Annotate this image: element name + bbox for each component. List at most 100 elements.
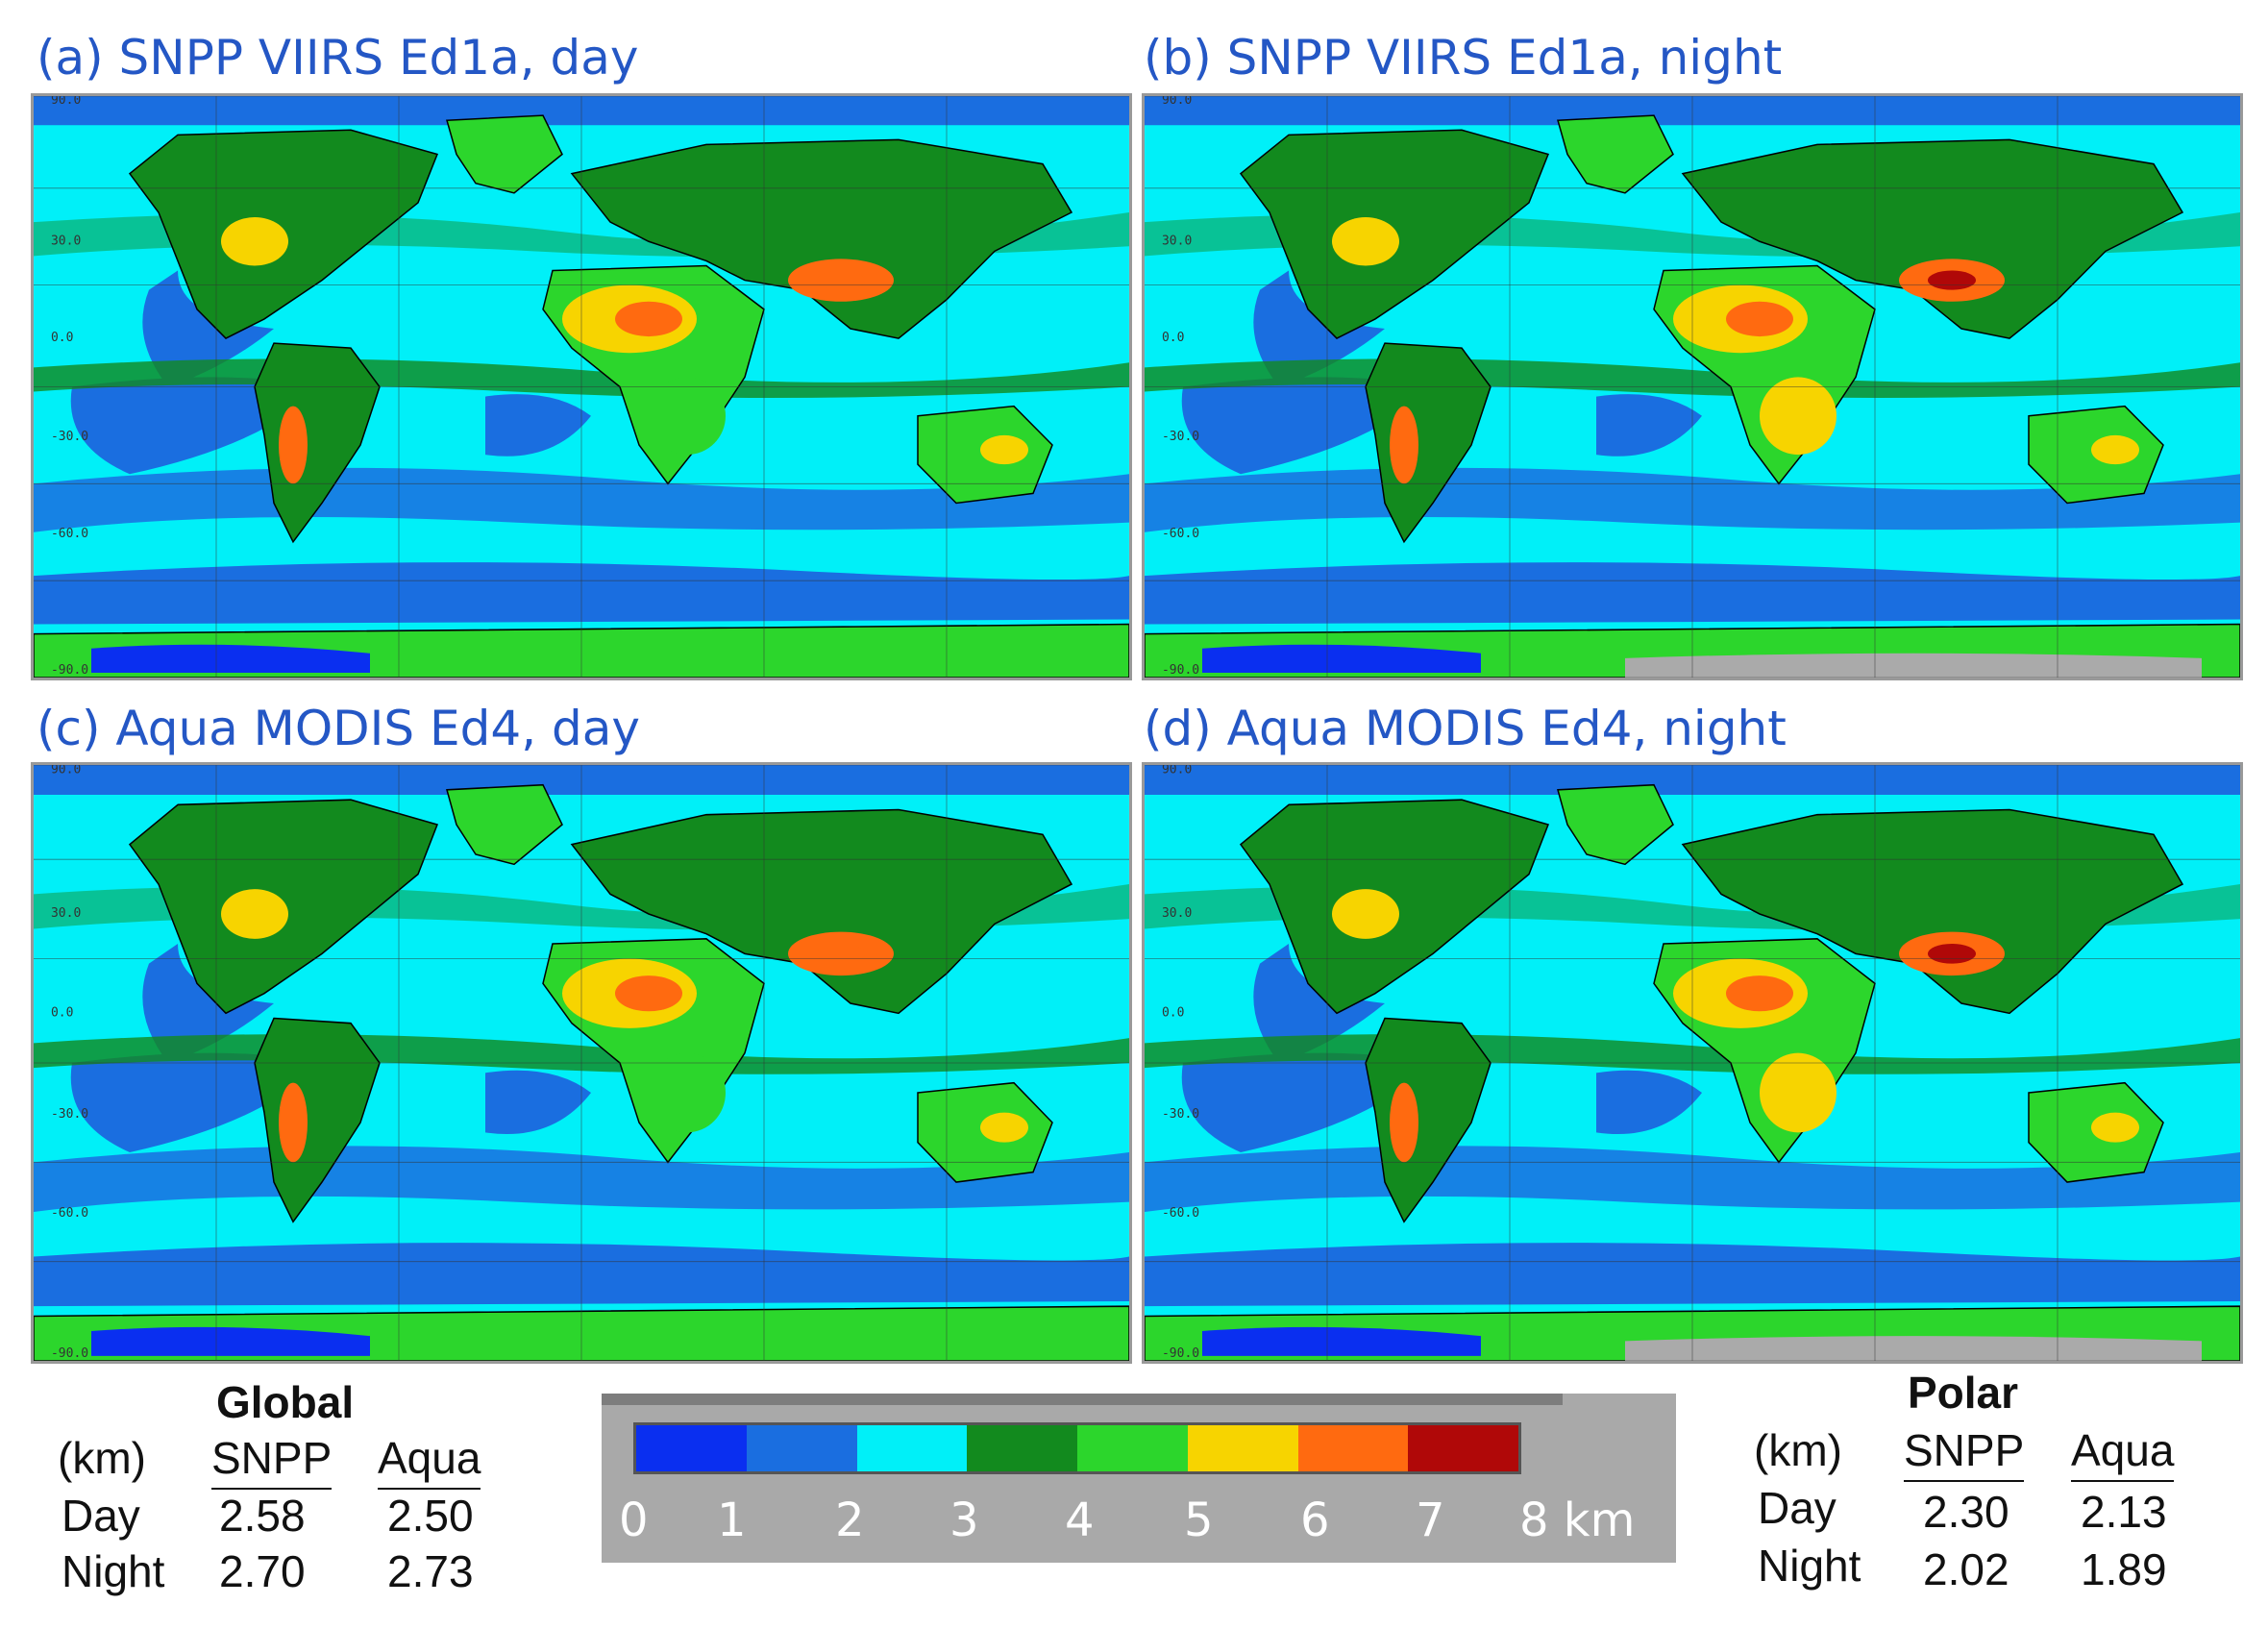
map-pacific-low-cloud-north bbox=[142, 270, 274, 387]
map-lat-label-4: -60.0 bbox=[51, 1206, 88, 1221]
polar-unit-label: (km) bbox=[1754, 1425, 1842, 1475]
map-lat-label-5: -90.0 bbox=[1162, 663, 1199, 678]
colorbar-swatch-3 bbox=[967, 1425, 1077, 1471]
map-greenland bbox=[446, 114, 563, 194]
map-lat-label-3: -30.0 bbox=[1162, 1107, 1199, 1122]
map-antarctic-low-cloud bbox=[91, 644, 370, 673]
map-lat-label-1: 30.0 bbox=[1162, 906, 1192, 921]
map-south-america bbox=[1365, 1017, 1491, 1223]
panel-d-title: (d) Aqua MODIS Ed4, night bbox=[1144, 701, 1787, 756]
map-panel-b: 90.0 30.0 0.0 -30.0 -60.0 -90.0 bbox=[1142, 93, 2243, 680]
global-row-day-label: Day bbox=[62, 1491, 140, 1541]
polar-table-title: Polar bbox=[1908, 1368, 2019, 1418]
map-sahara-peak bbox=[615, 975, 682, 1012]
map-australia-high bbox=[980, 1112, 1028, 1143]
colorbar-tick-3: 3 bbox=[949, 1493, 979, 1547]
polar-stats-table: Polar (km) SNPP Aqua Day 2.30 2.13 Night… bbox=[1754, 1365, 2254, 1605]
polar-night-aqua: 1.89 bbox=[2081, 1544, 2167, 1594]
map-greenland bbox=[1557, 114, 1674, 194]
panel-a-title: (a) SNPP VIIRS Ed1a, day bbox=[37, 30, 639, 86]
polar-row-day-label: Day bbox=[1758, 1483, 1837, 1533]
map-panel-a: 90.0 30.0 0.0 -30.0 -60.0 -90.0 bbox=[31, 93, 1132, 680]
colorbar-swatch-5 bbox=[1187, 1425, 1298, 1471]
colorbar-tick-0: 0 bbox=[619, 1493, 649, 1547]
panel-c-title: (c) Aqua MODIS Ed4, day bbox=[37, 701, 640, 756]
polar-day-aqua: 2.13 bbox=[2081, 1487, 2167, 1537]
map-andes-high bbox=[279, 406, 308, 484]
map-lat-label-2: 0.0 bbox=[1162, 1005, 1185, 1020]
map-antarctic-low-cloud bbox=[1202, 644, 1481, 673]
global-day-snpp: 2.58 bbox=[219, 1491, 306, 1541]
map-pacific-low-cloud-north bbox=[1253, 944, 1385, 1063]
colorbar-tick-8: 8 km bbox=[1519, 1493, 1636, 1547]
map-antarctic-low-cloud bbox=[1202, 1326, 1481, 1356]
colorbar-swatches bbox=[633, 1422, 1521, 1474]
map-australia-high bbox=[2091, 434, 2139, 465]
map-panel-d: 90.0 30.0 0.0 -30.0 -60.0 -90.0 bbox=[1142, 762, 2243, 1364]
global-day-aqua: 2.50 bbox=[387, 1491, 474, 1541]
map-lat-label-0: 90.0 bbox=[1162, 765, 1192, 777]
global-night-aqua: 2.73 bbox=[387, 1546, 474, 1596]
colorbar-tick-1: 1 bbox=[717, 1493, 747, 1547]
map-greenland bbox=[446, 783, 563, 866]
map-sahara-peak bbox=[615, 301, 682, 337]
map-pacific-low-cloud-north bbox=[1253, 270, 1385, 387]
map-south-america bbox=[254, 342, 381, 544]
global-night-snpp: 2.70 bbox=[219, 1546, 306, 1596]
colorbar-tick-7: 7 bbox=[1416, 1493, 1445, 1547]
map-rockies-high bbox=[221, 217, 288, 266]
map-atlantic-low-cloud bbox=[1596, 1070, 1702, 1135]
colorbar-swatch-1 bbox=[746, 1425, 857, 1471]
map-southern-africa bbox=[1760, 377, 1837, 456]
map-lat-label-0: 90.0 bbox=[51, 765, 81, 777]
map-lat-label-3: -30.0 bbox=[51, 1107, 88, 1122]
map-andes-high bbox=[1390, 406, 1418, 484]
colorbar-tick-2: 2 bbox=[835, 1493, 865, 1547]
map-lat-label-1: 30.0 bbox=[51, 234, 81, 248]
map-southern-africa bbox=[1760, 1052, 1837, 1133]
map-southern-africa bbox=[649, 377, 726, 456]
colorbar-tick-6: 6 bbox=[1300, 1493, 1330, 1547]
map-lat-label-4: -60.0 bbox=[1162, 1206, 1199, 1221]
colorbar-swatch-2 bbox=[856, 1425, 968, 1471]
map-rockies-high bbox=[221, 889, 288, 939]
global-stats-table: Global (km) SNPP Aqua Day 2.58 2.50 Nigh… bbox=[58, 1374, 557, 1605]
map-antarctic-low-cloud bbox=[91, 1326, 370, 1356]
global-unit-label: (km) bbox=[58, 1433, 146, 1483]
map-lat-label-0: 90.0 bbox=[1162, 96, 1192, 108]
map-lat-label-0: 90.0 bbox=[51, 96, 81, 108]
map-australia-high bbox=[980, 434, 1028, 465]
map-lat-label-5: -90.0 bbox=[1162, 1346, 1199, 1361]
polar-row-night-label: Night bbox=[1758, 1541, 1861, 1591]
colorbar-tick-4: 4 bbox=[1065, 1493, 1095, 1547]
map-lat-label-3: -30.0 bbox=[1162, 430, 1199, 444]
polar-night-snpp: 2.02 bbox=[1923, 1544, 2009, 1594]
map-lat-label-5: -90.0 bbox=[51, 1346, 88, 1361]
map-lat-label-2: 0.0 bbox=[51, 331, 73, 345]
map-tibet-peak bbox=[817, 944, 865, 964]
map-lat-label-2: 0.0 bbox=[51, 1005, 74, 1020]
map-sahara-peak bbox=[1726, 301, 1793, 337]
colorbar-top-strip bbox=[602, 1394, 1563, 1405]
map-andes-high bbox=[1390, 1082, 1418, 1163]
global-row-night-label: Night bbox=[62, 1546, 165, 1596]
map-atlantic-low-cloud bbox=[1596, 394, 1702, 457]
map-polar-missing-data bbox=[1625, 653, 2202, 678]
map-lat-label-5: -90.0 bbox=[51, 663, 88, 678]
map-polar-missing-data bbox=[1625, 1336, 2202, 1361]
map-sahara-peak bbox=[1726, 975, 1793, 1012]
colorbar-swatch-6 bbox=[1297, 1425, 1409, 1471]
polar-col-aqua: Aqua bbox=[2071, 1422, 2175, 1482]
colorbar: 0 1 2 3 4 5 6 7 8 km bbox=[602, 1394, 1676, 1563]
map-lat-label-2: 0.0 bbox=[1162, 331, 1184, 345]
panel-b-title: (b) SNPP VIIRS Ed1a, night bbox=[1144, 30, 1783, 86]
map-rockies-high bbox=[1332, 889, 1399, 939]
global-col-snpp: SNPP bbox=[211, 1430, 333, 1490]
colorbar-swatch-4 bbox=[1077, 1425, 1188, 1471]
map-lat-label-4: -60.0 bbox=[1162, 527, 1199, 541]
map-south-america bbox=[254, 1017, 381, 1223]
map-lat-label-3: -30.0 bbox=[51, 430, 88, 444]
map-lat-label-1: 30.0 bbox=[51, 906, 81, 921]
global-col-aqua: Aqua bbox=[378, 1430, 481, 1490]
map-greenland bbox=[1557, 783, 1674, 866]
